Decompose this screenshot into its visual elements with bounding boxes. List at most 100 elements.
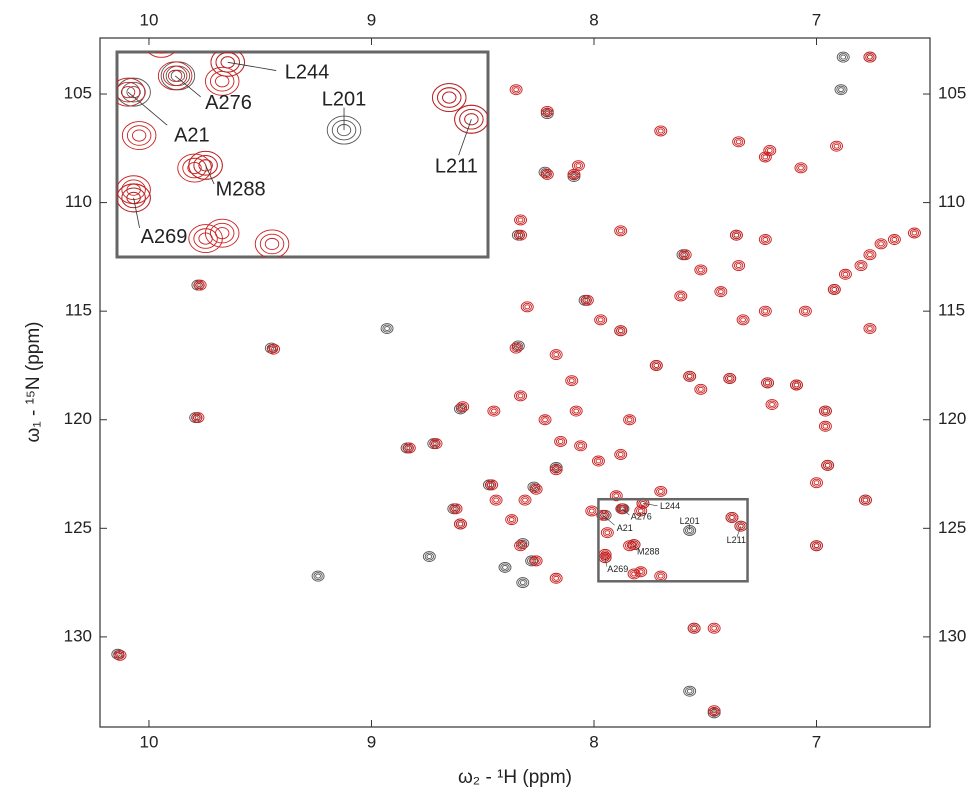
inset-peak xyxy=(454,104,488,134)
peak xyxy=(615,503,629,515)
contour xyxy=(876,239,886,248)
contour xyxy=(653,162,666,173)
inset-peak xyxy=(643,0,677,25)
contour xyxy=(770,44,794,64)
contour xyxy=(113,649,127,661)
peak xyxy=(887,234,901,245)
contour xyxy=(488,482,495,488)
peak xyxy=(810,477,823,489)
peak xyxy=(487,405,501,417)
peak xyxy=(454,518,467,530)
contour xyxy=(493,497,499,503)
contour xyxy=(678,249,692,261)
contour xyxy=(551,463,561,472)
contour xyxy=(555,437,566,446)
contour xyxy=(575,163,582,169)
contour xyxy=(687,622,701,634)
annotation: A21 xyxy=(617,523,633,533)
contour xyxy=(863,51,877,63)
contour xyxy=(551,574,561,583)
contour xyxy=(594,314,608,326)
contour xyxy=(602,528,612,537)
peak xyxy=(834,84,848,96)
inset-peak xyxy=(188,150,223,180)
peak xyxy=(907,227,921,239)
peak xyxy=(827,284,841,295)
contour xyxy=(451,504,461,513)
contour xyxy=(580,294,594,306)
contour xyxy=(769,402,775,407)
contour xyxy=(458,402,468,411)
y-tick-label: 130 xyxy=(938,626,966,645)
contour xyxy=(549,349,563,361)
contour xyxy=(542,109,552,118)
contour xyxy=(614,225,628,237)
inset-peak xyxy=(254,229,290,257)
contour xyxy=(431,439,441,448)
contour xyxy=(442,91,457,104)
contour xyxy=(571,407,581,416)
contour xyxy=(840,270,851,279)
x-axis-title: ω₂ - ¹H (ppm) xyxy=(458,767,572,788)
contour xyxy=(569,405,583,417)
contour xyxy=(631,571,637,577)
contour xyxy=(188,224,223,254)
peak xyxy=(830,140,843,152)
contour xyxy=(827,284,841,295)
peak xyxy=(514,214,528,226)
contour xyxy=(707,705,721,717)
peak xyxy=(585,505,599,517)
contour xyxy=(624,541,635,550)
contour xyxy=(380,323,394,334)
peak xyxy=(514,390,528,402)
peak xyxy=(810,540,823,552)
peak xyxy=(649,360,663,371)
contour xyxy=(887,234,901,245)
contour xyxy=(519,580,526,586)
contour xyxy=(682,252,689,258)
contour xyxy=(677,293,684,299)
annotation: L201 xyxy=(680,516,700,526)
contour xyxy=(557,439,564,444)
inset-peak xyxy=(117,77,146,107)
contour xyxy=(595,458,602,464)
peak xyxy=(707,707,721,719)
contour xyxy=(709,624,719,633)
peak xyxy=(836,51,850,63)
contour xyxy=(509,342,523,354)
contour xyxy=(762,308,769,314)
peak xyxy=(549,572,563,584)
contour xyxy=(736,522,746,531)
contour xyxy=(511,85,521,94)
contour xyxy=(332,522,356,542)
inset-peak xyxy=(117,183,151,213)
contour xyxy=(640,500,646,506)
contour xyxy=(711,625,718,631)
contour xyxy=(686,373,693,379)
contour xyxy=(862,497,869,503)
contour xyxy=(524,304,531,310)
contour xyxy=(732,260,746,272)
contour xyxy=(569,170,579,179)
annotation: L211 xyxy=(727,535,746,545)
contour xyxy=(459,108,484,130)
zoom-box xyxy=(597,497,749,583)
y-tick-label: 115 xyxy=(938,301,965,320)
x-tick-label: 8 xyxy=(589,732,598,751)
peak-layer xyxy=(111,51,921,719)
contour xyxy=(796,163,806,172)
contour xyxy=(733,232,740,238)
contour xyxy=(765,40,799,68)
contour xyxy=(209,222,235,244)
contour xyxy=(631,542,637,548)
contour xyxy=(600,553,610,562)
contour xyxy=(629,569,639,578)
contour xyxy=(529,483,543,495)
contour xyxy=(542,107,552,116)
contour xyxy=(507,515,517,524)
contour xyxy=(648,158,672,178)
y-tick-label: 120 xyxy=(64,409,92,428)
y-tick-label: 125 xyxy=(938,518,966,537)
peak xyxy=(549,464,563,476)
contour xyxy=(733,261,744,270)
